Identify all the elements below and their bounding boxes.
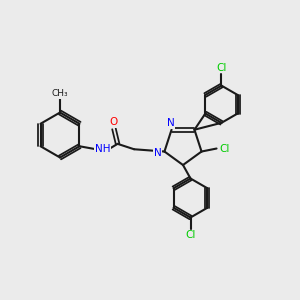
Text: Cl: Cl bbox=[185, 230, 196, 241]
Text: CH₃: CH₃ bbox=[52, 89, 68, 98]
Text: Cl: Cl bbox=[220, 143, 230, 154]
Text: Cl: Cl bbox=[216, 63, 226, 73]
Text: N: N bbox=[154, 148, 162, 158]
Text: N: N bbox=[167, 118, 175, 128]
Text: NH: NH bbox=[95, 144, 110, 154]
Text: O: O bbox=[110, 117, 118, 127]
